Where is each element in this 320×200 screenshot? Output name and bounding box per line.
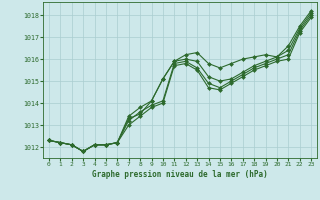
X-axis label: Graphe pression niveau de la mer (hPa): Graphe pression niveau de la mer (hPa) bbox=[92, 170, 268, 179]
